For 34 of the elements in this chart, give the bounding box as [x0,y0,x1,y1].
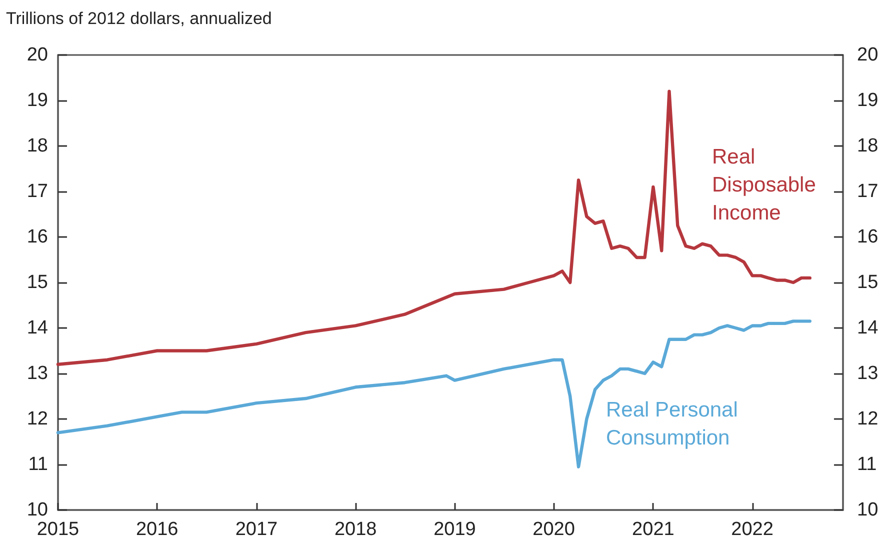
y2-tick-label: 13 [857,363,878,384]
x-tick-label: 2022 [731,519,774,540]
y-tick-label: 11 [28,454,48,475]
y2-tick-label: 16 [857,226,878,248]
y-tick-label: 10 [26,500,48,520]
series-label: Real Personal Consumption [606,398,744,450]
y-tick-label: 19 [26,90,48,111]
y2-tick-label: 14 [857,318,879,338]
y-tick-label: 18 [26,136,48,156]
x-tick-label: 2018 [334,519,377,540]
y-tick-label: 16 [26,226,48,248]
y2-tick-label: 17 [857,181,878,202]
x-tick-label: 2017 [235,519,278,540]
x-tick-label: 2015 [36,519,80,540]
x-tick-label: 2019 [434,519,476,540]
y2-tick-label: 10 [857,500,878,520]
x-tick-label: 2021 [632,519,674,540]
y-tick-label: 14 [26,318,48,338]
x-tick-label: 2016 [136,519,178,540]
y2-tick-label: 11 [857,454,877,475]
y2-tick-label: 20 [857,44,878,66]
series-label: Real Disposable Income [712,146,822,224]
y-tick-label: 15 [26,272,48,293]
y2-tick-label: 12 [857,408,878,430]
y-axis-title: Trillions of 2012 dollars, annualized [6,9,272,28]
y2-tick-label: 15 [857,272,878,293]
y-tick-label: 17 [26,181,48,202]
y2-tick-label: 18 [857,136,878,156]
y-tick-label: 13 [26,363,48,384]
y2-tick-label: 19 [857,90,878,111]
y-tick-label: 20 [26,44,48,66]
x-tick-label: 2020 [532,519,575,540]
y-tick-label: 12 [26,408,48,430]
line-series [56,320,812,468]
